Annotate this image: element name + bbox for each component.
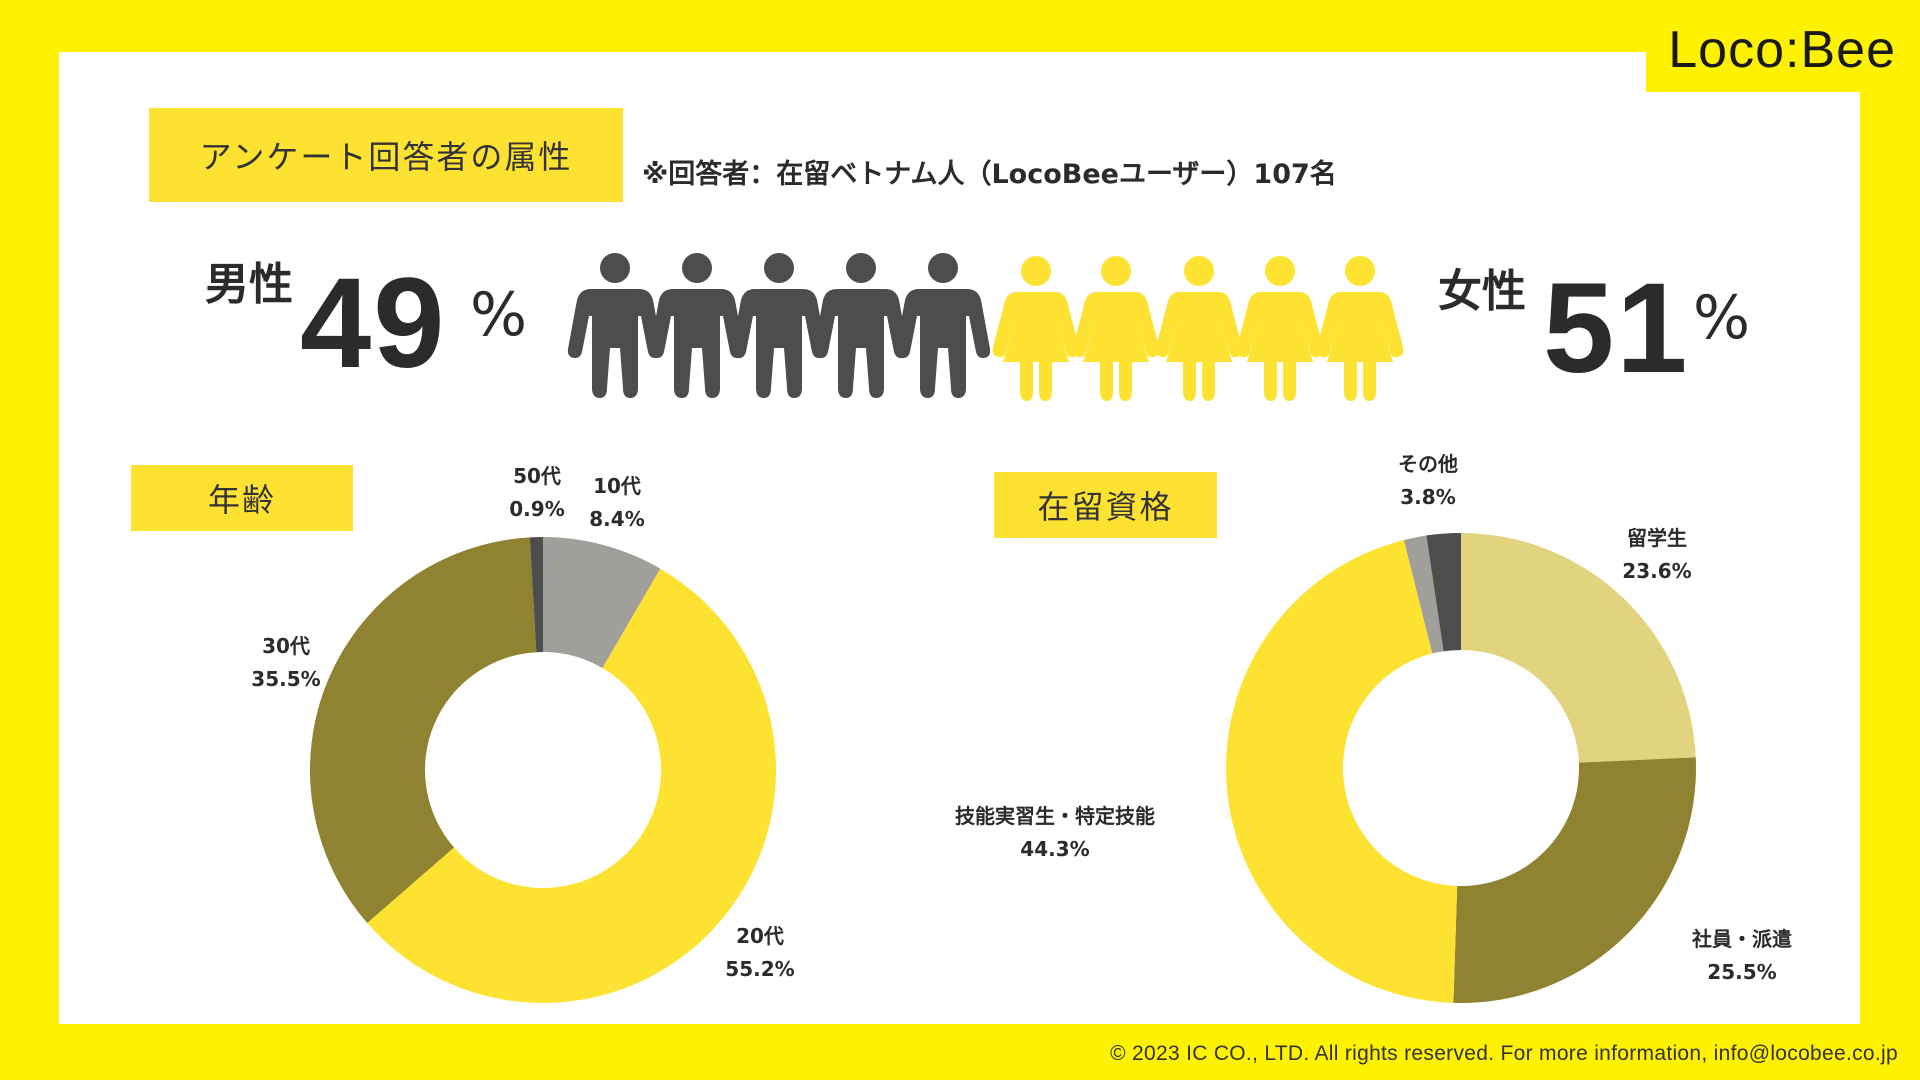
status-label-trainee: 技能実習生・特定技能 44.3% [920, 800, 1190, 866]
slice-student [1461, 533, 1696, 763]
value-label: 3.8% [1400, 485, 1456, 509]
slice-50s [529, 537, 543, 653]
slice-10s [543, 537, 661, 669]
value-label: 44.3% [1020, 837, 1090, 861]
age-label-20s: 20代 55.2% [718, 920, 802, 986]
slice-employee [1453, 757, 1696, 1003]
value-label: 0.9% [509, 497, 565, 521]
male-percent-sign: % [470, 280, 528, 350]
locobee-logo: Loco:Bee [1668, 21, 1896, 79]
value-label: 8.4% [589, 507, 645, 531]
category-label: その他 [1398, 452, 1458, 476]
slice-20s [367, 568, 776, 1004]
age-chart-title: 年齢 [131, 465, 353, 531]
female-percentage: 51 [1543, 257, 1690, 400]
female-label: 女性 [1438, 266, 1526, 317]
male-percentage: 49 [300, 252, 447, 395]
residence-chart-title: 在留資格 [994, 472, 1217, 538]
slice-other-dark [1426, 533, 1461, 652]
male-label: 男性 [205, 259, 293, 310]
slice-trainee [1225, 540, 1458, 1003]
age-donut-chart [309, 537, 776, 1004]
slice-30s [309, 537, 537, 923]
category-label: 30代 [262, 634, 310, 658]
logo-area: Loco:Bee [1646, 0, 1920, 92]
status-label-employee: 社員・派遣 25.5% [1672, 923, 1812, 989]
category-label: 10代 [593, 474, 641, 498]
category-label: 50代 [513, 464, 561, 488]
residence-status-donut-chart [1225, 533, 1696, 1003]
category-label: 技能実習生・特定技能 [955, 804, 1155, 828]
copyright-footer: © 2023 IC CO., LTD. All rights reserved.… [1110, 1042, 1898, 1065]
status-label-student: 留学生 23.6% [1612, 522, 1702, 588]
value-label: 55.2% [725, 957, 795, 981]
category-label: 20代 [736, 924, 784, 948]
value-label: 25.5% [1707, 960, 1777, 984]
survey-title-tag: アンケート回答者の属性 [149, 108, 623, 202]
age-label-10s: 10代 8.4% [580, 470, 654, 536]
age-label-30s: 30代 35.5% [244, 630, 328, 696]
value-label: 23.6% [1622, 559, 1692, 583]
category-label: 社員・派遣 [1692, 927, 1792, 951]
age-label-50s: 50代 0.9% [500, 460, 574, 526]
category-label: 留学生 [1627, 526, 1687, 550]
female-percent-sign: % [1693, 283, 1751, 353]
respondents-note: ※回答者：在留ベトナム人（LocoBeeユーザー）107名 [642, 159, 1337, 190]
status-label-other: その他 3.8% [1380, 448, 1476, 514]
value-label: 35.5% [251, 667, 321, 691]
